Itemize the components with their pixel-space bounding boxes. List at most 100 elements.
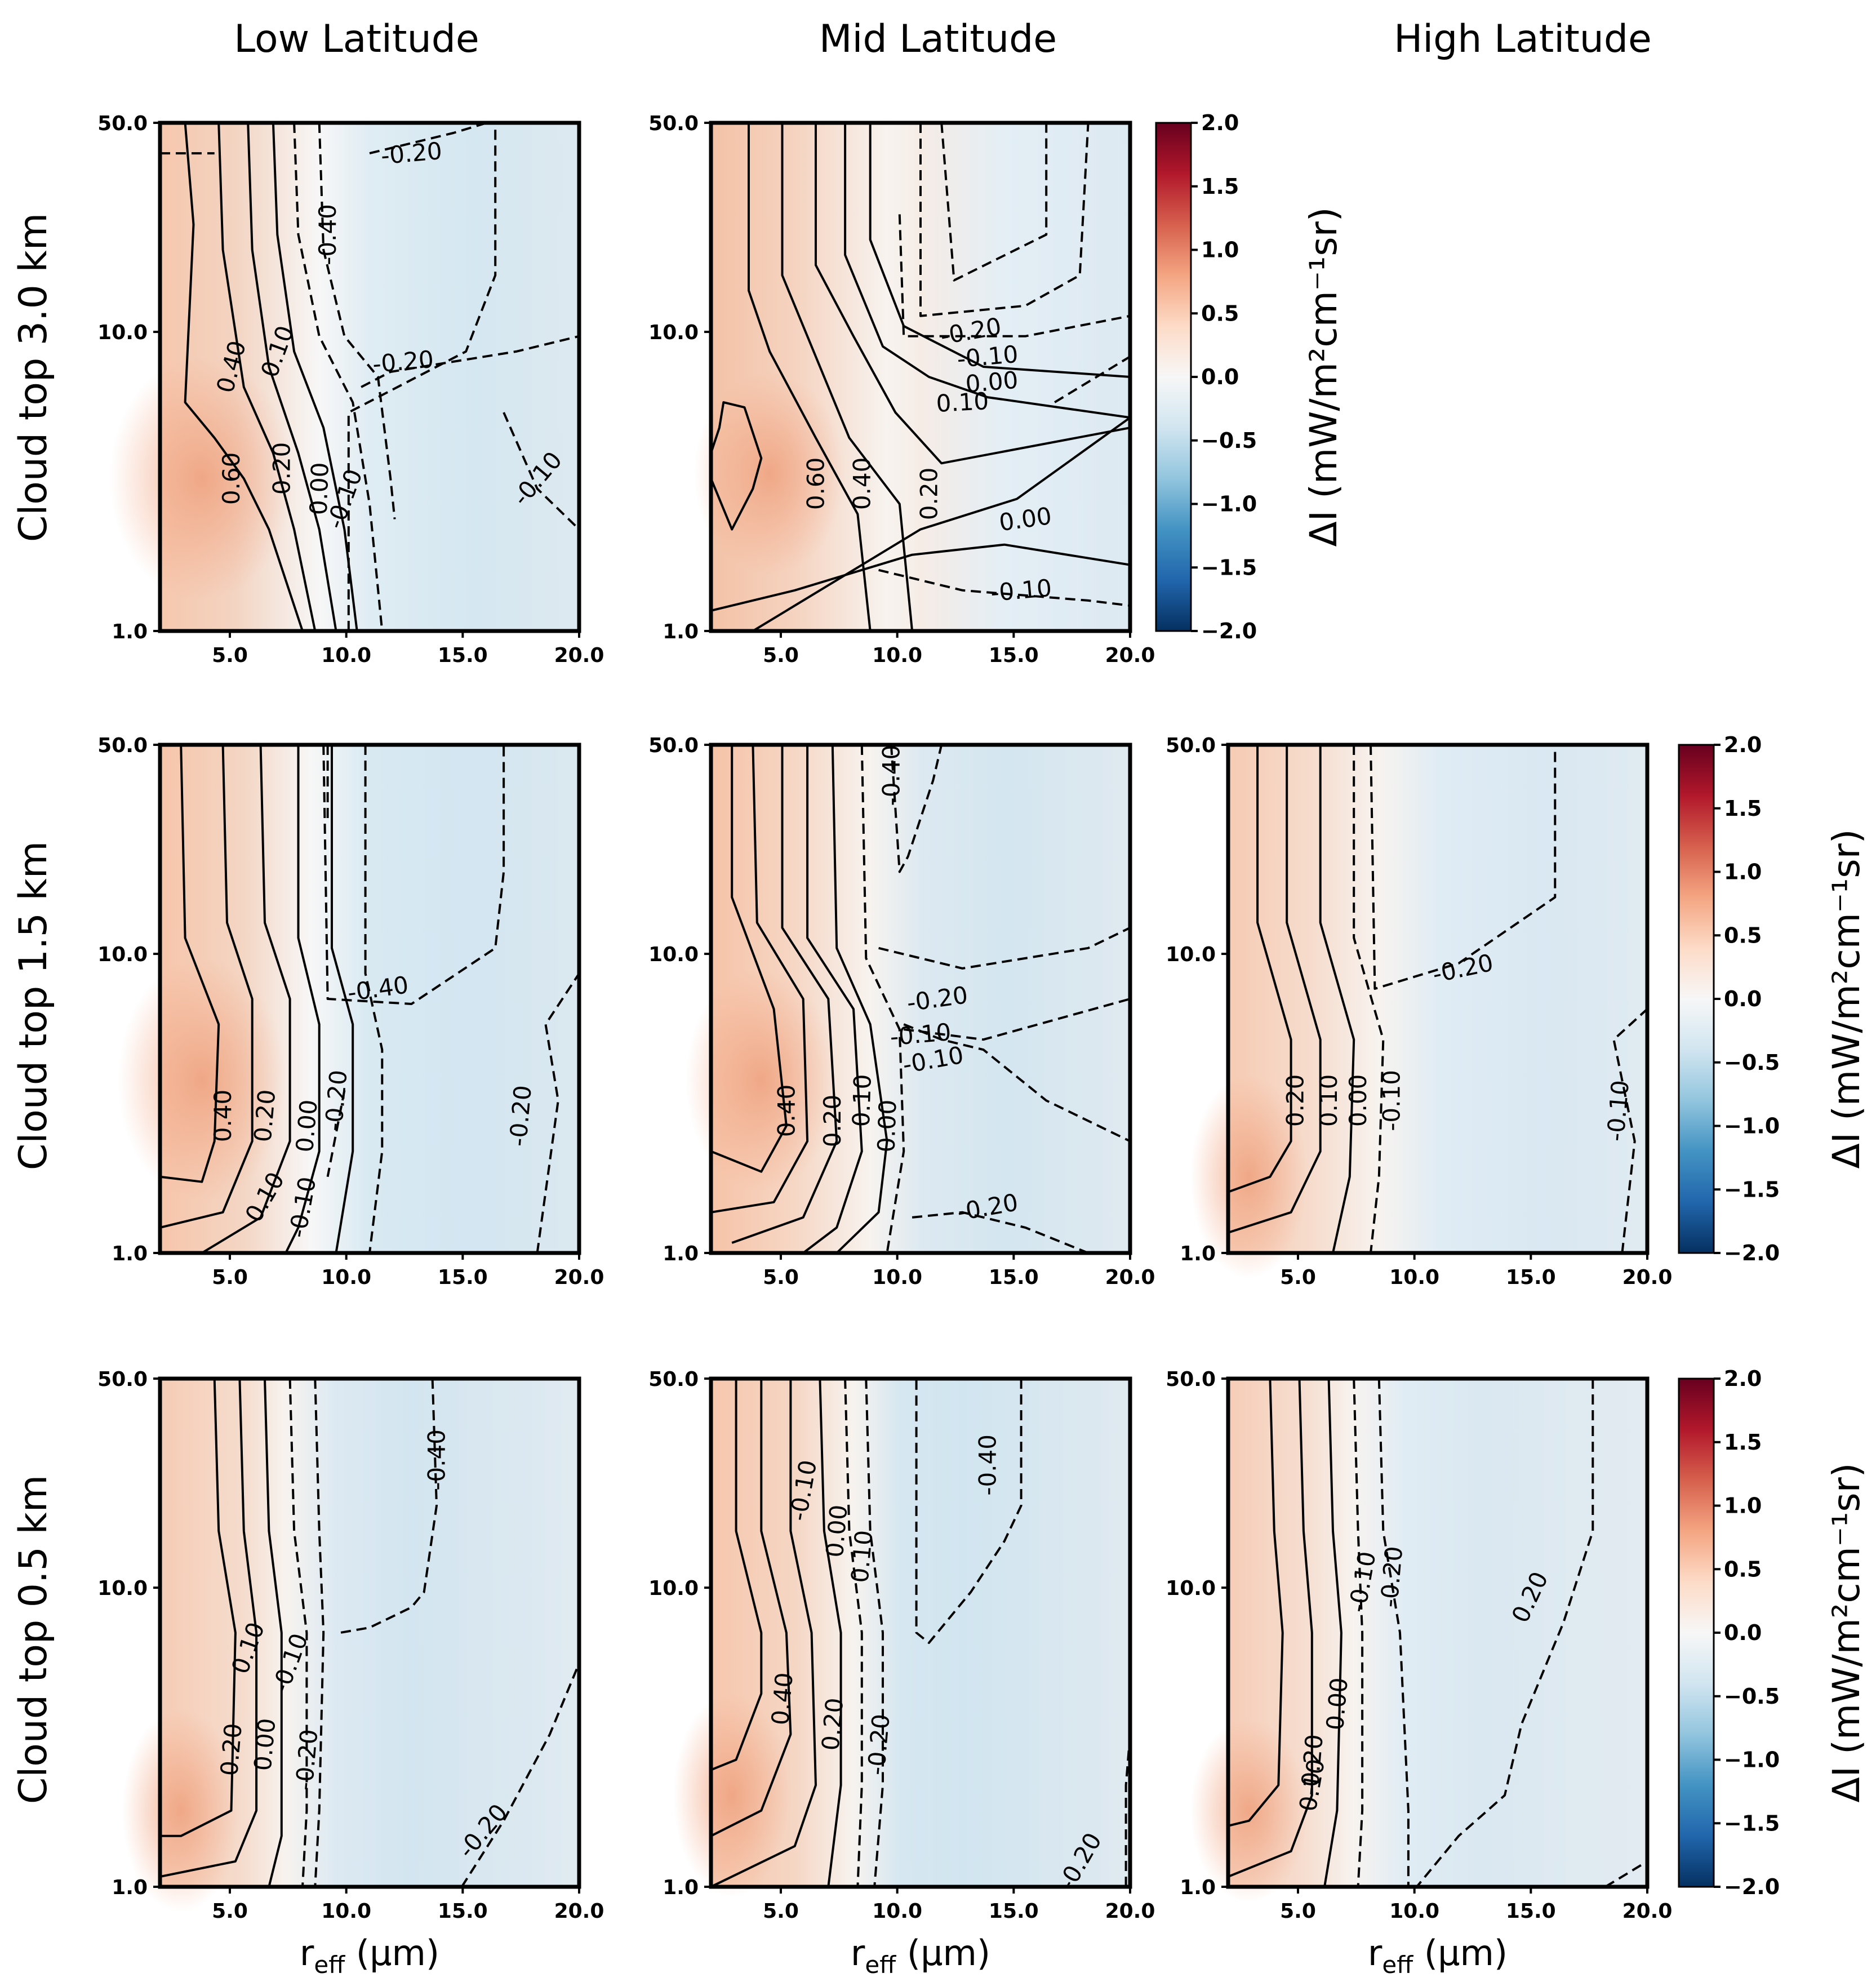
contour-line (781, 123, 914, 631)
contour-label: 0.20 (816, 1697, 848, 1752)
colorbar-tick-label: −1.5 (1201, 555, 1257, 580)
colorbar-tick-label: −1.0 (1724, 1748, 1780, 1772)
contour-label: 0.40 (848, 457, 875, 510)
x-tick-label: 5.0 (763, 1266, 799, 1289)
colorbar-tick-label: 1.5 (1201, 174, 1239, 199)
contour-line (288, 1379, 308, 1887)
contour-line (940, 123, 1048, 282)
contour-line (461, 1663, 579, 1887)
contour-panel: -0.10-0.20 0.200.000.10-0.205.0 10.0 15.0 20… (1166, 1368, 1672, 1923)
contour-line (815, 123, 1130, 465)
contour-line (160, 1379, 258, 1878)
contour-line (752, 123, 1130, 631)
panel-hotspot (109, 356, 295, 601)
x-tick-label: 15.0 (989, 1900, 1039, 1923)
panel-frame (709, 1376, 1132, 1889)
contour-label: -0.40 (423, 1429, 451, 1491)
contour-line (293, 123, 384, 631)
colorbar-tick-label: −1.0 (1724, 1114, 1780, 1139)
x-tick-label: 15.0 (989, 644, 1039, 667)
colorbar-tick-label: 0.0 (1724, 986, 1762, 1011)
colorbar-gradient (1678, 1377, 1715, 1888)
y-tick-label: 10.0 (1166, 1577, 1216, 1600)
contour-panel: -0.20-0.100.000.100.60 0.40 0.20 0.00-0.105… (648, 112, 1155, 667)
colorbar-tick-label: 0.5 (1724, 1557, 1762, 1581)
colorbar-tick-label: 1.0 (1201, 238, 1239, 263)
x-tick-label: 5.0 (212, 1900, 248, 1923)
colorbar-tick-label: 1.0 (1724, 1494, 1762, 1518)
panel-hotspot (686, 968, 837, 1192)
panel-frame (709, 121, 1132, 633)
contour-label: 0.00 (305, 462, 334, 516)
contour-label: -0.20 (371, 345, 435, 378)
x-tick-label: 20.0 (554, 1266, 604, 1289)
y-tick-label: 10.0 (648, 321, 699, 344)
contour-label: 0.00 (964, 366, 1019, 398)
panel-hotspot (1190, 1719, 1308, 1903)
contour-line (369, 123, 487, 155)
y-tick-label: 1.0 (663, 620, 699, 643)
contour-label: 0.40 (209, 1090, 237, 1143)
x-tick-label: 20.0 (1622, 1900, 1673, 1923)
contour-line (1228, 1379, 1284, 1827)
contour-line (361, 335, 579, 388)
contour-line (731, 745, 838, 1244)
contour-line (711, 1379, 763, 1771)
contour-label: -0.10 (1602, 1079, 1634, 1143)
x-tick-label: 15.0 (438, 1266, 488, 1289)
y-tick-label: 10.0 (648, 1577, 699, 1600)
contour-line (903, 1023, 1130, 1143)
column-title: High Latitude (1394, 17, 1652, 61)
contour-line (1319, 745, 1355, 1253)
colorbar-tick-label: −2.0 (1724, 1874, 1780, 1899)
colorbar-gradient (1678, 744, 1715, 1254)
x-tick-label: 20.0 (1622, 1266, 1673, 1289)
y-tick-label: 1.0 (663, 1242, 699, 1265)
x-tick-label: 15.0 (1506, 1266, 1556, 1289)
x-tick-label: 20.0 (554, 644, 604, 667)
contour-line (1228, 745, 1322, 1234)
y-tick-label: 10.0 (1166, 943, 1216, 966)
contour-line (272, 123, 358, 631)
contour-label: 0.00 (249, 1717, 281, 1772)
contour-label: 0.20 (249, 1088, 281, 1143)
x-tick-label: 20.0 (1105, 1266, 1155, 1289)
contour-line (1604, 1860, 1647, 1887)
contour-label: 0.10 (846, 1529, 878, 1584)
contour-line (347, 123, 497, 631)
contour-line (364, 745, 384, 1253)
contour-label: 0.40 (766, 1672, 798, 1726)
contour-label: 0.00 (1344, 1074, 1372, 1127)
contour-line (201, 745, 291, 1253)
contour-line (711, 745, 809, 1214)
x-tick-label: 15.0 (438, 644, 488, 667)
x-axis-label: reff (μm) (1368, 1932, 1508, 1979)
colorbar-gradient (1155, 122, 1192, 632)
contour-line (898, 214, 1130, 337)
contour-panel: -0.200.20 0.10 0.00 -0.10 -0.105.0 10.0 15.0 20… (1166, 734, 1672, 1289)
contour-label: -0.20 (1375, 1545, 1408, 1609)
y-tick-label: 50.0 (97, 1368, 148, 1391)
x-tick-label: 20.0 (1105, 1900, 1155, 1923)
contour-label: 0.20 (1282, 1074, 1309, 1127)
y-tick-label: 50.0 (97, 112, 148, 135)
contour-label: 0.10 (847, 1074, 877, 1127)
contour-line (711, 745, 788, 1173)
y-tick-label: 10.0 (97, 943, 148, 966)
colorbar-tick-label: 1.0 (1724, 860, 1762, 885)
y-tick-label: 10.0 (648, 943, 699, 966)
contour-label: -0.20 (380, 137, 443, 170)
contour-line (748, 123, 872, 631)
contour-line (878, 926, 1130, 970)
x-tick-label: 10.0 (1389, 1900, 1439, 1923)
colorbar-tick-label: 0.0 (1724, 1620, 1762, 1645)
contour-line (711, 401, 763, 531)
contour-label: 0.10 (935, 387, 989, 417)
colorbar-tick-label: 1.5 (1724, 1430, 1762, 1455)
contour-line (915, 1379, 1023, 1644)
y-tick-label: 10.0 (97, 1577, 148, 1600)
contour-label: 0.20 (268, 442, 295, 495)
row-title: Cloud top 0.5 km (11, 1475, 56, 1804)
contour-line (1323, 1379, 1342, 1887)
